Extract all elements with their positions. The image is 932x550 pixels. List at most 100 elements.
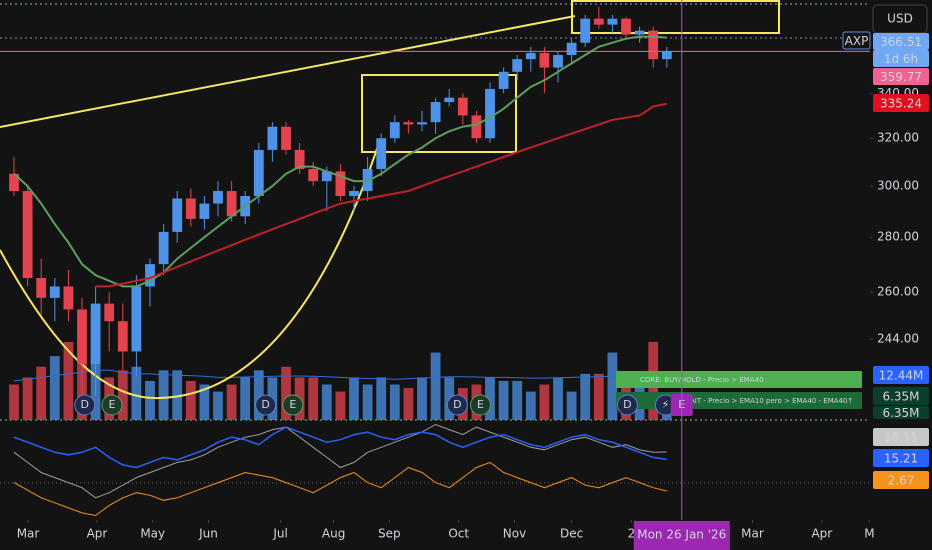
- candle-body: [648, 30, 659, 60]
- x-tick-label: May: [140, 527, 165, 541]
- event-label: D: [261, 398, 269, 411]
- currency-label[interactable]: USD: [887, 12, 913, 26]
- candle-body: [389, 122, 400, 139]
- volume-bar: [321, 384, 332, 420]
- volume-bar: [36, 366, 47, 420]
- x-tick-label: Dec: [560, 527, 583, 541]
- indicator-tag: 2.67: [888, 474, 915, 488]
- volume-bar: [525, 391, 536, 420]
- candle-body: [22, 191, 33, 279]
- candle-body: [512, 59, 523, 72]
- event-marker: [446, 394, 468, 416]
- candle-body: [131, 286, 142, 352]
- volume-bar: [226, 384, 237, 420]
- candle-body: [77, 309, 87, 364]
- signal-text: AIT - Precio > EMA10 pero > EMA40 - EMA4…: [690, 397, 853, 405]
- volume-bar: [240, 377, 251, 420]
- indicator-line: [13, 423, 667, 499]
- event-label: E: [477, 398, 484, 411]
- candle-body: [172, 198, 183, 232]
- volume-tag: 6.35M: [882, 390, 919, 404]
- candle-body: [621, 18, 631, 35]
- ema40-tag: 335.24: [880, 97, 922, 111]
- x-tick-label: Nov: [503, 527, 526, 541]
- volume-bar: [349, 377, 359, 420]
- event-label: ⚡: [662, 398, 670, 411]
- candle-body: [335, 171, 346, 197]
- event-marker: [469, 394, 491, 416]
- candle-body: [281, 126, 291, 150]
- event-label: E: [289, 398, 296, 411]
- crosshair-label-bg: [633, 521, 730, 550]
- candle-body: [607, 18, 618, 25]
- volume-bar: [49, 356, 60, 420]
- candle-body: [158, 231, 169, 265]
- candle-body: [117, 321, 128, 352]
- volume-bar: [213, 391, 223, 420]
- crosshair-label: Mon 26 Jan '26: [637, 528, 726, 542]
- event-marker: [101, 394, 123, 416]
- candle-body: [525, 52, 536, 60]
- volume-bar: [362, 384, 373, 420]
- volume-ma-line: [13, 369, 667, 382]
- indicator-line: [13, 461, 667, 517]
- volume-bar: [403, 388, 414, 420]
- x-tick-label: Apr: [811, 527, 832, 541]
- symbol-tag: AXP: [845, 34, 869, 48]
- candle-body: [199, 203, 210, 219]
- candle-body: [213, 191, 223, 204]
- highlight-box: [361, 74, 517, 153]
- volume-bar: [580, 373, 591, 420]
- y-tick-label: 320.00: [877, 131, 919, 145]
- event-marker: [255, 394, 277, 416]
- candle-body: [376, 138, 387, 169]
- x-tick-label: Oct: [448, 527, 469, 541]
- y-tick-label: 260.00: [877, 285, 919, 299]
- signal-text: CORE: BUY/HOLD - Precio > EMA40: [640, 376, 764, 384]
- volume-bar: [9, 384, 19, 420]
- volume-bar: [145, 380, 155, 420]
- volume-bar: [485, 377, 495, 420]
- candle-body: [104, 303, 115, 322]
- volume-bar: [308, 377, 319, 420]
- volume-bar: [566, 391, 577, 420]
- highlight-box: [571, 0, 780, 34]
- indicator-line: [13, 426, 667, 469]
- volume-bar: [607, 352, 618, 420]
- candle-body: [321, 171, 332, 182]
- event-label: D: [80, 398, 88, 411]
- volume-tag-bg: [873, 406, 929, 419]
- candle-body: [457, 97, 468, 116]
- volume-bar: [553, 377, 563, 420]
- candle-body: [485, 88, 495, 139]
- volume-bar: [512, 380, 523, 420]
- countdown-tag: 1d 6h: [884, 52, 918, 66]
- volume-bar: [335, 391, 346, 420]
- candle-body: [430, 102, 441, 123]
- volume-bar: [417, 377, 427, 420]
- event-label: E: [108, 398, 115, 411]
- event-label: D: [623, 398, 631, 411]
- last-price-tag: 359.77: [880, 70, 922, 84]
- x-tick-label: Aug: [322, 527, 345, 541]
- ema10-tag-bg: [873, 33, 929, 50]
- volume-bar: [593, 373, 604, 420]
- candle-body: [226, 191, 237, 217]
- candle-body: [145, 264, 155, 287]
- candle-body: [444, 97, 455, 103]
- candle-body: [553, 55, 563, 68]
- x-tick-label: Sep: [378, 527, 401, 541]
- candle-body: [634, 30, 645, 35]
- candle-body: [9, 173, 19, 192]
- event-label: D: [453, 398, 461, 411]
- event-marker: [282, 394, 304, 416]
- indicator-tag: 15.21: [884, 452, 918, 466]
- candle-body: [36, 278, 47, 298]
- volume-bar: [281, 366, 291, 420]
- candle-body: [253, 149, 264, 197]
- volume-bar: [253, 370, 264, 420]
- indicator-tag: 18.11: [884, 431, 918, 445]
- candle-body: [539, 52, 550, 68]
